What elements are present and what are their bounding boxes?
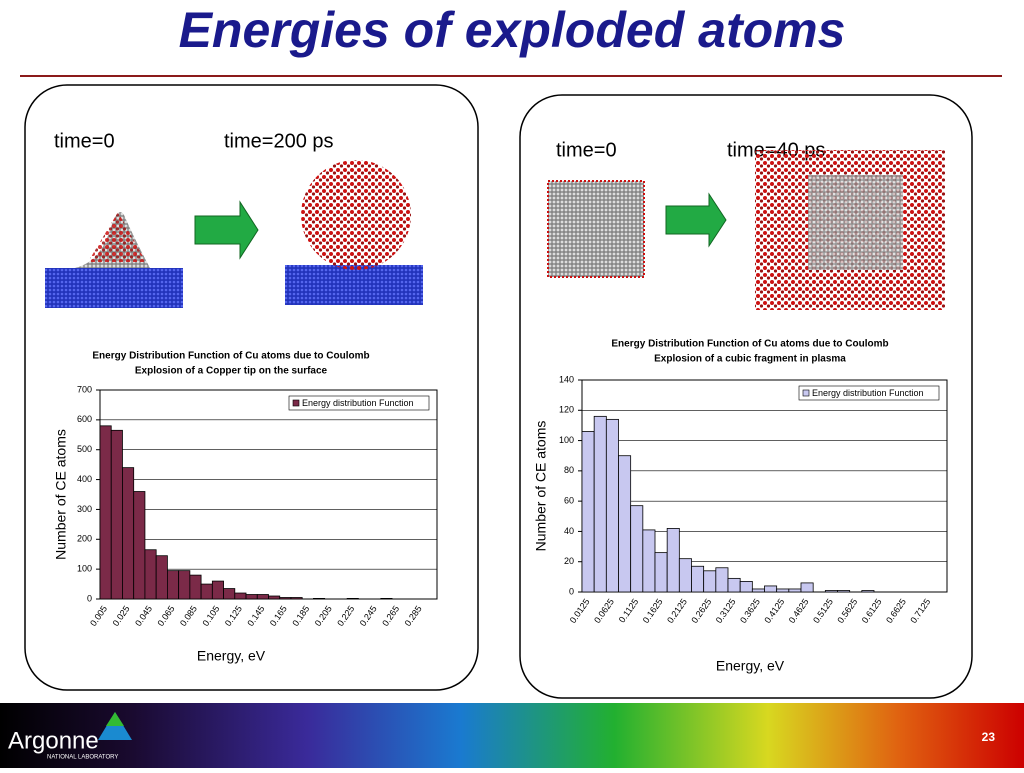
bar [824,590,838,593]
bar [703,570,717,593]
legend-box [288,395,430,411]
y-tick-label: 80 [564,465,574,475]
bar [776,588,790,593]
y-tick-label: 200 [77,534,92,544]
bar [581,431,595,593]
bar [313,598,326,600]
bar [290,597,303,600]
x-axis-label: Energy, eV [716,658,785,674]
bar [739,581,753,593]
slide-number: 23 [982,730,996,744]
bar [268,595,281,600]
bar [178,570,191,600]
x-axis-label: Energy, eV [197,648,266,664]
bar [144,549,157,600]
y-tick-label: 300 [77,504,92,514]
explosion [301,160,411,270]
bar [279,597,292,600]
cube [808,175,903,270]
y-tick-label: 500 [77,444,92,454]
bar [234,592,247,600]
substrate [45,268,183,308]
bar [200,583,213,600]
y-tick-label: 20 [564,556,574,566]
bar [788,588,802,593]
y-tick-label: 140 [559,374,574,384]
bar [691,565,705,593]
y-tick-label: 0 [87,593,92,603]
slide-title: Energies of exploded atoms [179,2,846,58]
bar [155,555,168,600]
bar [166,570,180,600]
bar [380,598,393,600]
bar [715,567,729,593]
chart-title: Explosion of a cubic fragment in plasma [654,354,846,365]
bar [642,529,656,593]
bar [678,558,692,593]
bar [593,415,607,593]
arrow [194,200,259,260]
y-tick-label: 100 [559,435,574,445]
y-tick-label: 0 [569,586,574,596]
bar [605,418,619,593]
bar [764,585,778,593]
bar [133,491,146,600]
bar [211,580,224,600]
bar [223,588,236,600]
time-label: time=0 [556,139,617,161]
bar [800,582,814,593]
bar [654,552,668,593]
tip-atoms [88,212,146,262]
legend-swatch [292,399,300,407]
substrate [285,265,423,305]
bar [99,425,112,600]
chart-title: Explosion of a Copper tip on the surface [135,366,328,377]
y-tick-label: 100 [77,564,92,574]
bar [618,455,632,593]
y-axis-label: Number of CE atoms [533,421,549,552]
y-tick-label: 400 [77,474,92,484]
y-tick-label: 700 [77,384,92,394]
footer-bar [0,703,1024,768]
time-label: time=200 ps [224,130,334,152]
logo-name: Argonne [8,727,99,754]
y-tick-label: 120 [559,405,574,415]
time-label: time=0 [54,130,115,152]
legend-label: Energy distribution Function [302,398,414,408]
bar [727,577,741,593]
arrow [665,192,727,248]
bar [245,594,258,600]
bar [346,598,359,600]
legend-label: Energy distribution Function [812,388,924,398]
bar [630,505,644,593]
y-tick-label: 600 [77,414,92,424]
y-axis-label: Number of CE atoms [53,429,69,560]
y-tick-label: 60 [564,496,574,506]
bar [837,590,851,593]
bar [751,588,765,593]
cube [547,180,645,278]
legend-swatch [802,389,810,397]
bar [189,574,202,600]
bar [256,594,269,600]
chart-title: Energy Distribution Function of Cu atoms… [92,351,369,362]
logo-subtitle: NATIONAL LABORATORY [47,755,118,761]
bar [110,429,123,600]
logo-mark [106,712,124,726]
bar [666,528,680,593]
legend-box [798,385,940,401]
chart-title: Energy Distribution Function of Cu atoms… [611,339,888,350]
y-tick-label: 40 [564,526,574,536]
bar [122,467,135,600]
bar [861,590,875,593]
